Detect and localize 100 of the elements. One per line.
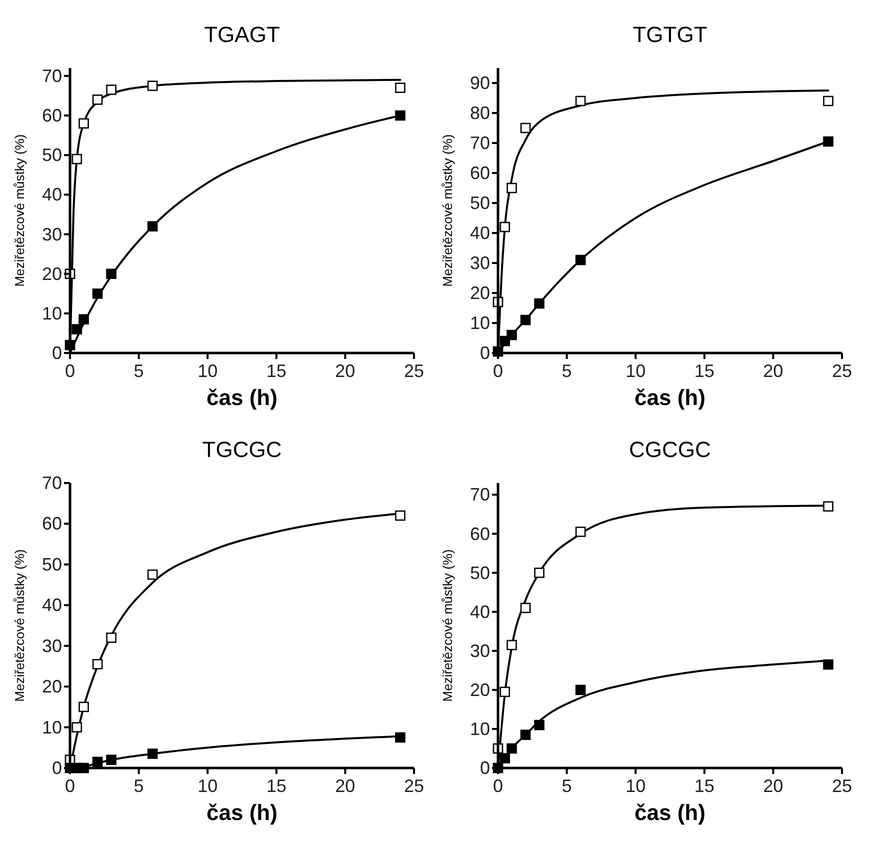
point [575,254,586,266]
point [106,84,116,95]
y-tick-label: 10 [42,303,62,324]
y-tick-label: 0 [480,758,490,778]
point [72,722,82,732]
point [106,754,116,766]
x-tick-label: 20 [335,776,356,796]
y-tick-label: 60 [42,106,62,126]
point [823,136,834,147]
y-tick-label: 40 [42,595,62,616]
point [78,702,89,712]
x-tick-label: 25 [404,776,424,796]
point [534,568,544,578]
y-tick-label: 80 [470,103,490,123]
point [92,756,103,768]
y-tick-label: 60 [470,163,490,183]
point [147,221,158,232]
y-tick-label: 70 [470,133,490,153]
x-tick-label: 15 [694,361,714,381]
y-tick-label: 0 [52,343,62,363]
point [520,122,531,134]
point [147,569,158,580]
point [506,640,517,650]
y-tick-label: 0 [52,758,62,778]
y-axis-title: Meziřetězcové můstky (%) [440,134,455,287]
point [395,510,406,521]
y-tick-label: 20 [470,680,490,700]
point [106,268,116,279]
x-tick-label: 25 [404,361,424,381]
y-tick-label: 10 [470,718,490,739]
x-tick-label: 5 [562,361,572,381]
x-tick-label: 0 [64,776,76,796]
point [92,94,103,105]
point [506,330,517,340]
x-tick-label: 15 [266,776,286,796]
y-axis-title: Meziřetězcové můstky (%) [12,549,27,702]
point [78,314,89,325]
x-tick-label: 0 [492,776,504,796]
y-tick-label: 50 [42,554,62,574]
y-tick-label: 70 [42,473,62,493]
point [575,684,586,696]
y-tick-label: 60 [42,514,62,534]
point [534,720,544,730]
point [520,314,531,326]
y-tick-label: 40 [470,223,490,243]
y-tick-label: 30 [42,636,62,656]
y-tick-label: 50 [470,562,490,583]
x-tick-label: 10 [198,361,218,381]
point [72,324,82,334]
x-tick-label: 20 [763,361,784,381]
x-tick-label: 25 [832,776,852,796]
y-tick-label: 60 [470,524,490,544]
x-tick-label: 15 [694,776,714,796]
y-tick-label: 70 [470,484,490,505]
y-tick-label: 90 [470,73,490,93]
y-tick-label: 10 [470,313,490,333]
point [534,298,544,309]
x-tick-label: 10 [198,776,218,796]
y-tick-label: 30 [470,640,490,661]
y-tick-label: 30 [42,224,62,244]
x-axis-title: čas (h) [634,385,706,410]
y-tick-label: 20 [470,283,490,303]
point [72,154,82,164]
y-tick-label: 10 [42,717,62,738]
point [520,602,531,614]
y-tick-label: 20 [42,676,62,697]
y-tick-label: 0 [480,343,490,363]
point [506,182,517,194]
point [823,96,834,106]
point [823,659,834,670]
x-tick-label: 5 [562,776,572,796]
point [506,743,517,754]
point [575,96,586,106]
y-tick-label: 70 [42,66,62,86]
x-tick-label: 0 [64,361,76,381]
y-tick-label: 30 [470,253,490,273]
x-axis-title: čas (h) [206,385,278,410]
x-tick-label: 10 [626,361,646,381]
point [823,501,834,512]
point [147,748,158,759]
x-tick-label: 0 [492,361,504,381]
point [500,686,510,698]
point [395,732,406,743]
point [92,659,103,670]
y-axis-title: Meziřetězcové můstky (%) [440,549,455,702]
y-tick-label: 50 [470,193,490,213]
point [395,82,406,93]
x-tick-label: 20 [335,361,356,381]
y-tick-label: 20 [42,264,62,284]
chart-title: TGCGC [202,437,282,462]
chart-title: TGTGT [632,22,708,47]
point [500,753,510,764]
point [520,730,531,740]
point [500,222,510,232]
x-axis-title: čas (h) [634,800,706,825]
chart-title: CGCGC [629,437,712,462]
y-tick-label: 50 [42,145,62,166]
point [147,80,158,91]
point [106,632,116,643]
x-tick-label: 5 [134,361,144,381]
